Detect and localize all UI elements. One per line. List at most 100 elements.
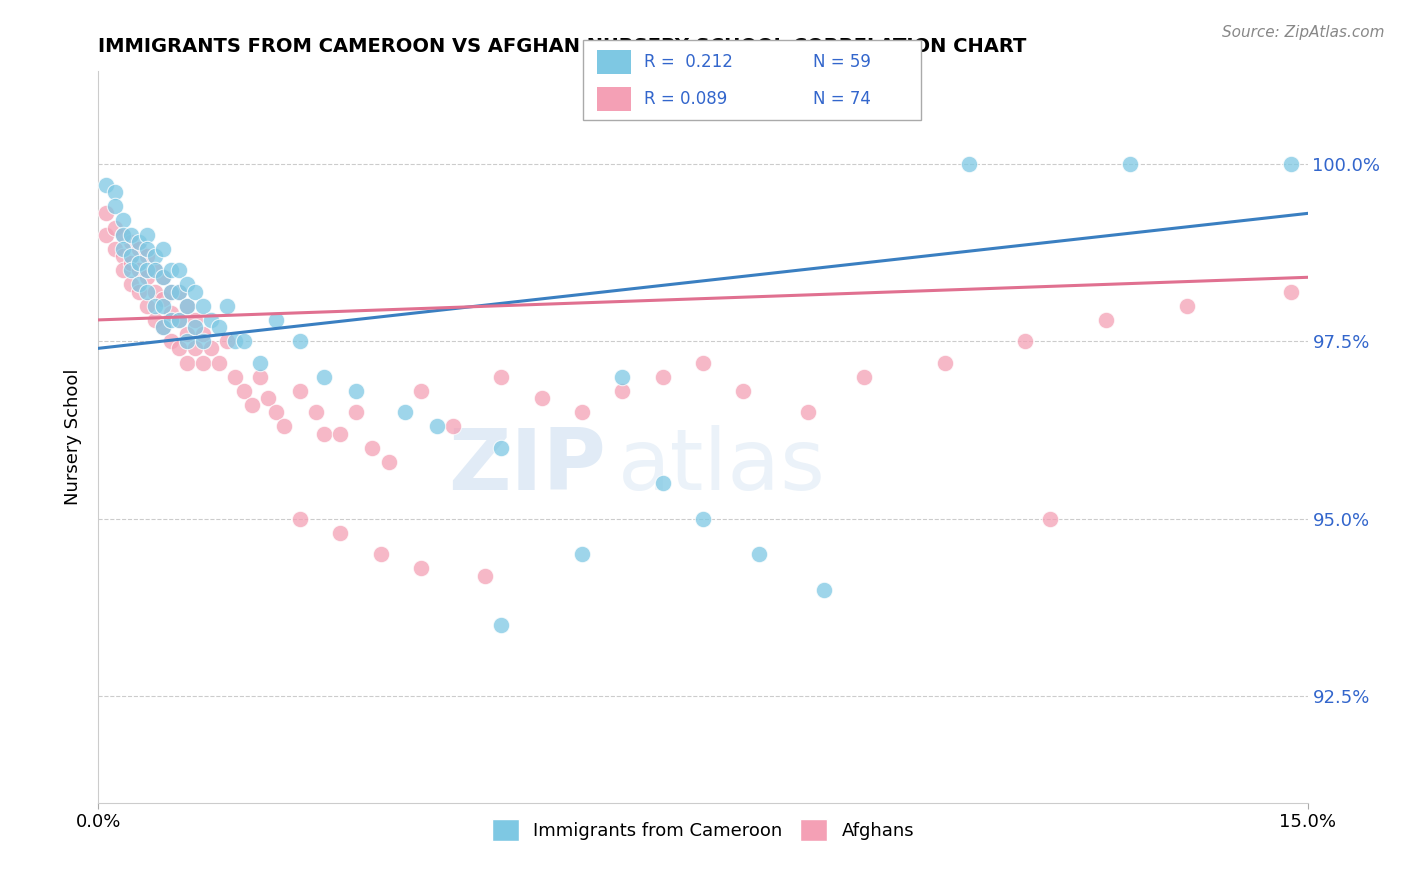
Text: ZIP: ZIP bbox=[449, 425, 606, 508]
Point bbox=[135, 249, 157, 263]
Point bbox=[103, 185, 125, 199]
Point bbox=[1014, 334, 1036, 349]
Point bbox=[143, 285, 166, 299]
Point bbox=[152, 270, 174, 285]
Point bbox=[491, 369, 513, 384]
Point bbox=[135, 242, 157, 256]
Text: N = 59: N = 59 bbox=[813, 53, 870, 70]
Point bbox=[193, 327, 215, 342]
Point bbox=[193, 299, 215, 313]
Text: IMMIGRANTS FROM CAMEROON VS AFGHAN NURSERY SCHOOL CORRELATION CHART: IMMIGRANTS FROM CAMEROON VS AFGHAN NURSE… bbox=[98, 37, 1026, 56]
Point bbox=[329, 426, 352, 441]
Point bbox=[96, 206, 118, 220]
FancyBboxPatch shape bbox=[583, 40, 921, 120]
Point bbox=[111, 263, 134, 277]
Point bbox=[612, 369, 634, 384]
Point bbox=[361, 441, 384, 455]
Point bbox=[160, 285, 183, 299]
Point bbox=[176, 327, 198, 342]
Point bbox=[692, 355, 714, 369]
Point bbox=[176, 299, 198, 313]
Point bbox=[103, 220, 125, 235]
Point bbox=[160, 313, 183, 327]
Point bbox=[426, 419, 449, 434]
Point bbox=[152, 270, 174, 285]
Text: N = 74: N = 74 bbox=[813, 90, 870, 108]
Point bbox=[314, 426, 336, 441]
Point bbox=[176, 277, 198, 292]
Point bbox=[111, 227, 134, 242]
Point bbox=[612, 384, 634, 398]
Point bbox=[957, 156, 980, 170]
Point bbox=[128, 277, 150, 292]
Point bbox=[217, 334, 239, 349]
Point bbox=[128, 263, 150, 277]
Point bbox=[571, 547, 593, 561]
Point bbox=[167, 285, 190, 299]
Point bbox=[217, 299, 239, 313]
Point bbox=[232, 334, 254, 349]
Point bbox=[176, 334, 198, 349]
Text: R =  0.212: R = 0.212 bbox=[644, 53, 733, 70]
Text: atlas: atlas bbox=[619, 425, 827, 508]
Point bbox=[120, 227, 142, 242]
Point bbox=[240, 398, 263, 412]
Point bbox=[692, 512, 714, 526]
Point bbox=[491, 441, 513, 455]
Point bbox=[394, 405, 416, 419]
Point bbox=[934, 355, 956, 369]
Bar bbox=[598, 87, 631, 111]
Point bbox=[651, 476, 673, 491]
Point bbox=[748, 547, 770, 561]
Point bbox=[288, 334, 311, 349]
Point bbox=[288, 384, 311, 398]
Point bbox=[344, 384, 367, 398]
Point bbox=[160, 285, 183, 299]
Point bbox=[143, 263, 166, 277]
Point bbox=[797, 405, 820, 419]
Point bbox=[111, 227, 134, 242]
Point bbox=[120, 235, 142, 249]
Point bbox=[135, 270, 157, 285]
Point bbox=[208, 355, 231, 369]
Point bbox=[160, 263, 183, 277]
Point bbox=[167, 263, 190, 277]
Point bbox=[135, 299, 157, 313]
Point bbox=[249, 355, 271, 369]
Point bbox=[1119, 156, 1142, 170]
Point bbox=[167, 341, 190, 355]
Point bbox=[193, 334, 215, 349]
Point bbox=[143, 299, 166, 313]
Point bbox=[651, 369, 673, 384]
Point bbox=[184, 341, 207, 355]
Bar bbox=[598, 50, 631, 74]
Point bbox=[135, 285, 157, 299]
Point bbox=[249, 369, 271, 384]
Point bbox=[264, 405, 287, 419]
Point bbox=[152, 242, 174, 256]
Point bbox=[314, 369, 336, 384]
Point bbox=[167, 313, 190, 327]
Text: R = 0.089: R = 0.089 bbox=[644, 90, 727, 108]
Point bbox=[128, 235, 150, 249]
Point bbox=[853, 369, 876, 384]
Point bbox=[264, 313, 287, 327]
Point bbox=[184, 285, 207, 299]
Point bbox=[120, 263, 142, 277]
Point bbox=[224, 369, 246, 384]
Point bbox=[176, 299, 198, 313]
Point bbox=[152, 292, 174, 306]
Point bbox=[193, 355, 215, 369]
Point bbox=[200, 313, 222, 327]
Legend: Immigrants from Cameroon, Afghans: Immigrants from Cameroon, Afghans bbox=[484, 812, 922, 848]
Point bbox=[273, 419, 295, 434]
Point bbox=[474, 568, 496, 582]
Point bbox=[176, 355, 198, 369]
Point bbox=[329, 525, 352, 540]
Point bbox=[184, 320, 207, 334]
Point bbox=[143, 249, 166, 263]
Point bbox=[305, 405, 328, 419]
Point bbox=[135, 263, 157, 277]
Point bbox=[1175, 299, 1198, 313]
Point bbox=[96, 227, 118, 242]
